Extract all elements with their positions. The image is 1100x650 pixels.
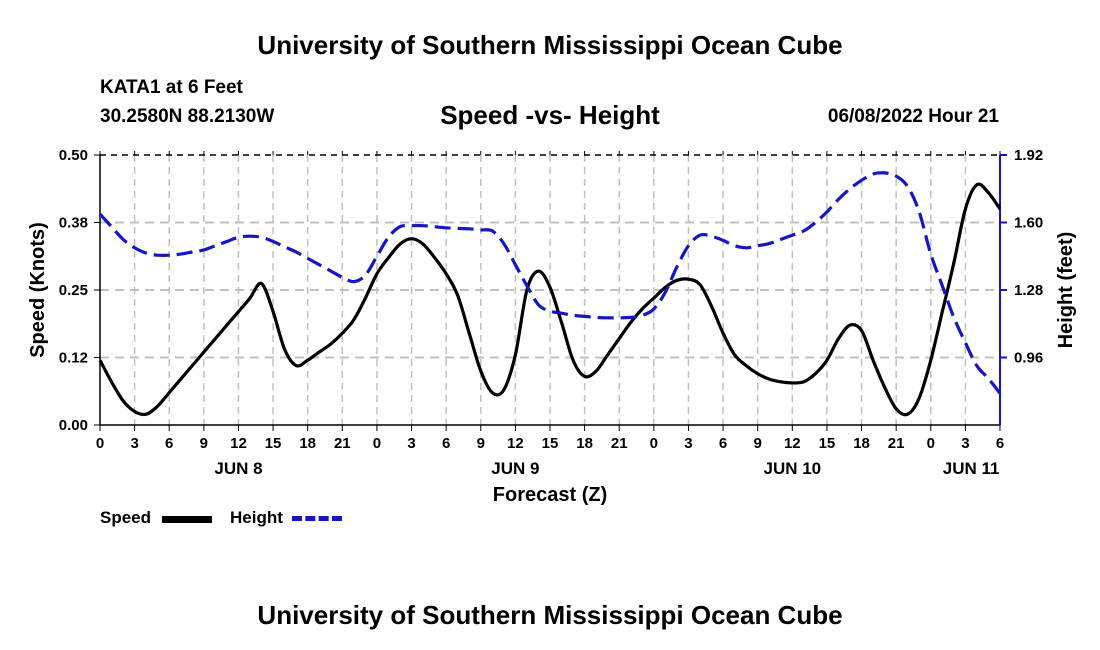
x-tick-label: 3	[130, 435, 138, 452]
x-tick-label: 21	[611, 435, 628, 452]
footer-title: University of Southern Mississippi Ocean…	[257, 600, 843, 630]
x-tick-label: 15	[542, 435, 559, 452]
date-label: JUN 8	[214, 459, 262, 478]
date-label: JUN 11	[943, 459, 1000, 478]
y-tick-label: 0.00	[59, 417, 88, 434]
x-tick-label: 18	[299, 435, 316, 452]
x-tick-label: 6	[719, 435, 727, 452]
x-tick-label: 15	[819, 435, 836, 452]
series-lines	[98, 171, 1002, 417]
axes	[94, 151, 1007, 431]
x-tick-label: 6	[996, 435, 1004, 452]
x-tick-label: 3	[961, 435, 969, 452]
station-label: KATA1 at 6 Feet	[100, 77, 243, 98]
speed-series-line	[98, 182, 1002, 417]
x-tick-label: 15	[265, 435, 282, 452]
y2-tick-label: 1.60	[1014, 215, 1043, 232]
legend-speed-label: Speed	[100, 508, 152, 527]
y2-tick-label: 1.92	[1014, 147, 1043, 164]
x-tick-label: 9	[477, 435, 485, 452]
y2-tick-label: 1.28	[1014, 282, 1043, 299]
x-tick-label: 3	[407, 435, 415, 452]
axis-labels: 0 3 6 9 12 15 18 21 0 3 6 9 12 15 18 21 0 3 6 9 12 15 18 21 0 3 6 0…	[27, 147, 1077, 506]
x-tick-label: 0	[96, 435, 104, 452]
x-tick-label: 9	[200, 435, 208, 452]
x-tick-label: 0	[650, 435, 658, 452]
x-axis-title: Forecast (Z)	[493, 484, 607, 506]
x-tick-label: 21	[334, 435, 351, 452]
height-series-line	[98, 171, 1002, 395]
legend-height-swatch	[292, 516, 342, 521]
grid-lines	[100, 154, 1000, 425]
y-tick-label: 0.25	[59, 282, 88, 299]
y-tick-label: 0.38	[59, 215, 88, 232]
y2-tick-label: 0.96	[1014, 350, 1043, 367]
x-tick-label: 6	[165, 435, 173, 452]
x-tick-label: 18	[853, 435, 870, 452]
x-tick-label: 18	[576, 435, 593, 452]
datetime-label: 06/08/2022 Hour 21	[827, 106, 999, 127]
y-tick-label: 0.50	[59, 147, 88, 164]
x-tick-label: 3	[684, 435, 692, 452]
y-axis-title: Speed (Knots)	[27, 222, 49, 358]
x-tick-label: 12	[230, 435, 247, 452]
x-tick-label: 12	[507, 435, 524, 452]
chart-title: Speed -vs- Height	[440, 100, 660, 130]
x-tick-label: 0	[373, 435, 381, 452]
x-tick-label: 21	[888, 435, 905, 452]
y2-axis-title: Height (feet)	[1055, 232, 1077, 349]
date-label: JUN 9	[491, 459, 539, 478]
x-tick-label: 12	[784, 435, 801, 452]
chart: 0 3 6 9 12 15 18 21 0 3 6 9 12 15 18 21 0 3 6 9 12 15 18 21 0 3 6 0…	[27, 147, 1077, 506]
x-tick-label: 9	[754, 435, 762, 452]
date-label: JUN 10	[763, 459, 821, 478]
y-tick-label: 0.12	[59, 350, 88, 367]
page-title: University of Southern Mississippi Ocean…	[257, 30, 843, 60]
legend-speed-swatch	[162, 516, 212, 523]
x-tick-label: 6	[442, 435, 450, 452]
legend-height-label: Height	[230, 508, 283, 527]
coordinates-label: 30.2580N 88.2130W	[100, 106, 275, 127]
x-tick-label: 0	[927, 435, 935, 452]
